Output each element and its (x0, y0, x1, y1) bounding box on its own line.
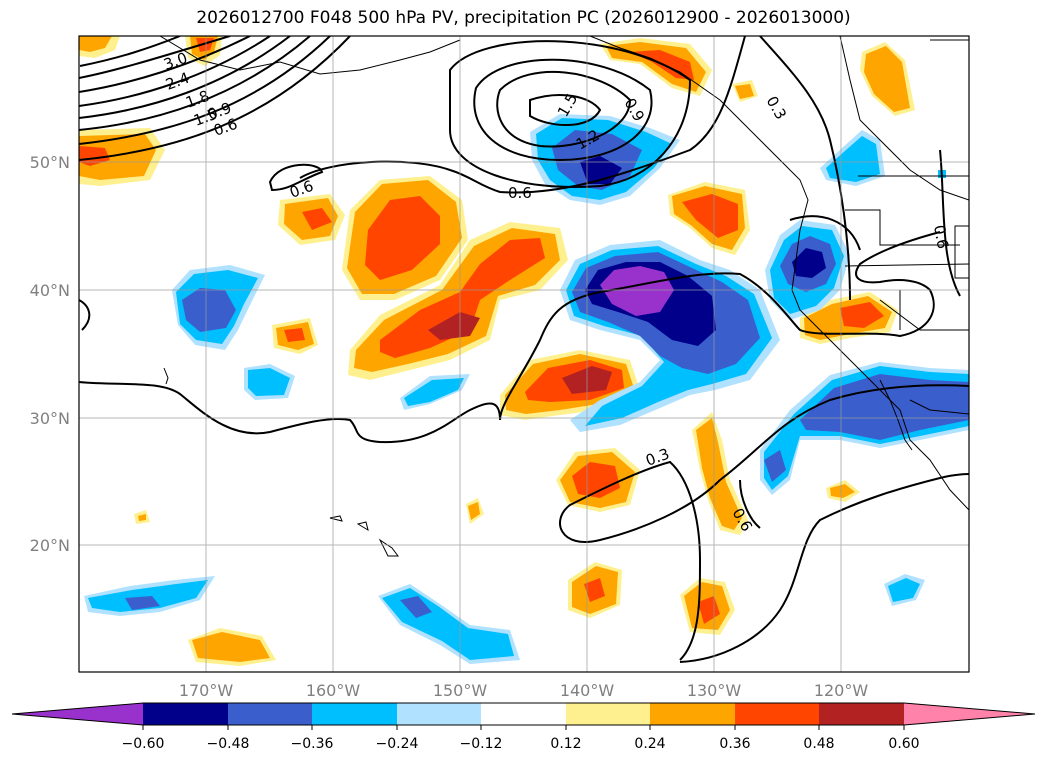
colorbar-tick: 0.36 (719, 736, 750, 752)
colorbar-bin (566, 703, 650, 725)
lon-label-150w: 150°W (433, 681, 488, 700)
colorbar: −0.60 −0.48 −0.36 −0.24 −0.12 0.12 0.24 … (11, 702, 1036, 752)
map-frame (78, 35, 970, 673)
colorbar-extend-low (12, 703, 143, 725)
colorbar-tick: 0.60 (888, 736, 919, 752)
lat-label-50n: 50°N (30, 153, 70, 172)
colorbar-bin (481, 703, 566, 725)
colorbar-extend-high (904, 703, 1035, 725)
colorbar-bin (397, 703, 481, 725)
contour-label: 0.6 (930, 224, 952, 251)
colorbar-tick: 0.12 (550, 736, 581, 752)
graticule (79, 36, 969, 672)
lon-label-130w: 130°W (687, 681, 742, 700)
negative-precip-blobs (84, 114, 969, 664)
colorbar-bin (312, 703, 397, 725)
colorbar-bin (143, 703, 228, 725)
map-area: 3.0 2.4 1.8 1.5 0.9 0.6 0.6 1.5 1.2 0.9 … (79, 36, 969, 672)
colorbar-tick: −0.48 (207, 736, 250, 752)
colorbar-bin (735, 703, 819, 725)
colorbar-bin (228, 703, 312, 725)
positive-precip-blobs (79, 36, 915, 666)
lat-label-20n: 20°N (30, 536, 70, 555)
lon-label-120w: 120°W (814, 681, 869, 700)
lat-label-30n: 30°N (30, 409, 70, 428)
colorbar-bin (819, 703, 904, 725)
colorbar-bin (650, 703, 735, 725)
lat-label-40n: 40°N (30, 281, 70, 300)
contour-label: 0.6 (508, 184, 532, 202)
colorbar-tick: 0.48 (803, 736, 834, 752)
pv-contours (79, 36, 969, 663)
lon-label-160w: 160°W (306, 681, 361, 700)
colorbar-tick: −0.36 (291, 736, 334, 752)
latitude-labels: 50°N 40°N 30°N 20°N (30, 153, 70, 555)
colorbar-tick: −0.24 (376, 736, 419, 752)
colorbar-tick: −0.60 (122, 736, 165, 752)
colorbar-tick: −0.12 (460, 736, 503, 752)
map-title: 2026012700 F048 500 hPa PV, precipitatio… (196, 8, 851, 28)
lon-label-140w: 140°W (560, 681, 615, 700)
longitude-labels: 170°W 160°W 150°W 140°W 130°W 120°W (179, 681, 869, 700)
lon-label-170w: 170°W (179, 681, 234, 700)
coastlines (159, 36, 969, 557)
colorbar-tick: 0.24 (634, 736, 665, 752)
